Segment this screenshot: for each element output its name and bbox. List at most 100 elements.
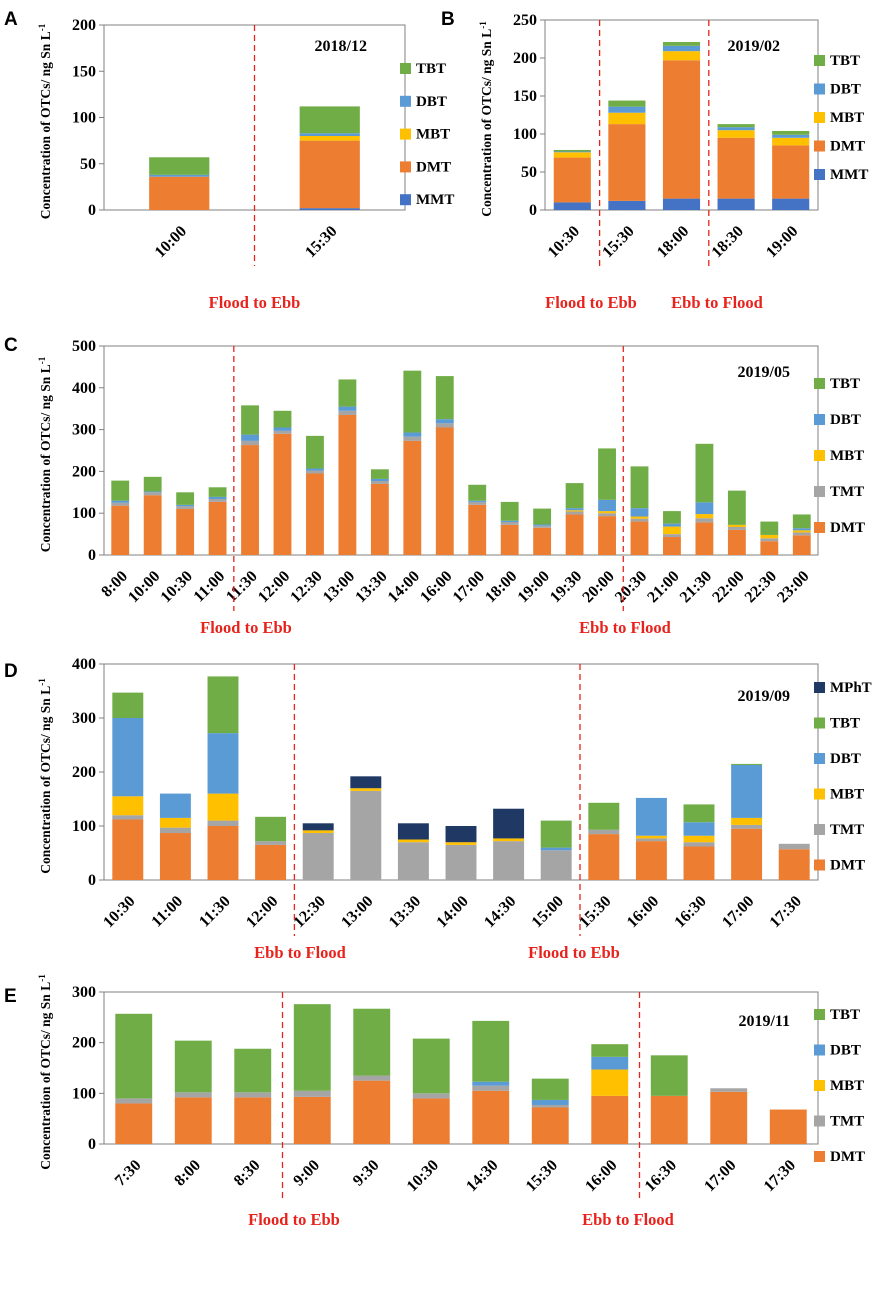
x-tick-label: 16:00 — [582, 1157, 620, 1195]
legend-swatch-tbt — [814, 378, 825, 389]
bar-segment-dbt — [630, 508, 649, 517]
y-tick-label: 200 — [72, 1035, 96, 1052]
y-axis-label: Concentration of OTCs/ ng Sn L-1 — [478, 21, 494, 217]
bar-segment-tmt — [778, 843, 810, 850]
bar-segment-tbt — [306, 435, 324, 469]
bar-segment-tbt — [299, 106, 360, 134]
bar-segment-dbt — [472, 1081, 510, 1086]
x-tick-label: 13:00 — [320, 568, 358, 606]
x-tick-label: 16:30 — [671, 893, 709, 931]
legend-label: MBT — [830, 787, 864, 803]
legend-swatch-tmt — [814, 1115, 825, 1127]
x-tick-label: 9:30 — [350, 1157, 383, 1190]
x-tick-label: 22:00 — [709, 568, 747, 606]
legend-label: TMT — [830, 1114, 864, 1130]
legend-swatch-mmt — [400, 194, 411, 206]
bar-segment-dmt — [769, 1109, 807, 1144]
bar-segment-dbt — [370, 478, 389, 482]
bar-segment-dmt — [241, 445, 259, 555]
panel-date: 2019/02 — [728, 38, 780, 55]
x-tick-label: 7:30 — [112, 1157, 145, 1190]
bar-segment-mbt — [350, 788, 382, 791]
bar-segment-tbt — [468, 484, 487, 501]
bar-segment-tbt — [533, 508, 552, 525]
bar-segment-tmt — [370, 481, 389, 484]
legend-label: DMT — [830, 139, 865, 155]
bar-segment-mbt — [731, 817, 763, 825]
bar-segment-tbt — [273, 410, 292, 428]
bar-segment-mbt — [695, 514, 714, 519]
x-tick-label: 10:30 — [158, 568, 196, 606]
legend-swatch-dmt — [400, 161, 411, 173]
y-tick-label: 100 — [72, 1085, 96, 1102]
bar-segment-tbt — [149, 157, 210, 175]
bar-segment-dbt — [531, 1099, 569, 1105]
bar-segment-dmt — [727, 529, 746, 555]
bar-segment-tbt — [630, 466, 649, 509]
legend-swatch-tbt — [814, 55, 825, 66]
bar-segment-dmt — [663, 537, 681, 555]
tide-label: Flood to Ebb — [209, 293, 301, 312]
legend-swatch-dmt — [814, 140, 825, 152]
tide-label: Flood to Ebb — [545, 293, 637, 312]
panel-e: E 0 100 200 300 Concentration of OTCs/ ng Sn … — [4, 974, 865, 1229]
bar-segment-mbt — [717, 130, 755, 138]
y-tick-label: 50 — [521, 164, 537, 181]
x-tick-label: 12:30 — [291, 893, 329, 931]
bar-segment-mbt — [635, 835, 667, 839]
bar-segment-mbt — [662, 51, 701, 61]
legend-label: MBT — [830, 1078, 864, 1094]
x-tick-label: 20:30 — [612, 568, 650, 606]
bar-segment-dmt — [710, 1091, 748, 1144]
bar-segment-dbt — [241, 434, 259, 441]
bar-segment-mbt — [565, 510, 584, 512]
legend-swatch-dmt — [814, 1151, 825, 1162]
bar-segment-mbt — [630, 516, 649, 519]
x-tick-label: 13:30 — [386, 893, 424, 931]
bar-segment-tbt — [598, 448, 616, 500]
bar-segment-dbt — [553, 151, 591, 153]
bar-segment-tmt — [350, 790, 382, 880]
legend-swatch-mpht — [814, 682, 825, 693]
panel-b: B 0 50 100 150 200 250 Concentration of OTCs/ n… — [441, 9, 868, 312]
bar-segment-dbt — [208, 496, 227, 499]
x-tick-label: 17:00 — [719, 893, 757, 931]
bar-segment-dbt — [306, 468, 324, 471]
bar-segment-dbt — [731, 764, 763, 818]
y-tick-label: 100 — [513, 126, 537, 143]
legend-label: MBT — [830, 110, 864, 126]
x-tick-label: 10:30 — [404, 1157, 442, 1195]
y-tick-label: 0 — [88, 202, 96, 219]
bar-segment-dbt — [111, 500, 130, 503]
legend-label: DBT — [830, 412, 861, 428]
x-tick-label: 15:30 — [523, 1157, 561, 1195]
x-tick-label: 21:00 — [644, 568, 682, 606]
bar-segment-dmt — [208, 501, 227, 555]
bar-segment-dbt — [717, 127, 755, 131]
x-tick-label: 10:00 — [152, 223, 190, 261]
y-tick-label: 400 — [72, 656, 96, 673]
legend-swatch-tbt — [814, 717, 825, 729]
bar-segment-dmt — [159, 833, 191, 880]
x-tick-label: 15:30 — [302, 223, 340, 261]
bar-segment-tmt — [727, 526, 746, 530]
bar-segment-tmt — [760, 538, 779, 542]
bar-segment-mbt — [553, 152, 591, 158]
bar-segment-tbt — [650, 1055, 688, 1096]
y-tick-label: 150 — [513, 88, 537, 105]
y-tick-label: 250 — [513, 12, 537, 29]
tide-label: Ebb to Flood — [579, 618, 671, 637]
bar-segment-dmt — [403, 440, 422, 555]
bar-segment-tbt — [553, 149, 591, 152]
bar-segment-dmt — [695, 522, 714, 555]
bar-segment-tmt — [207, 820, 239, 826]
bar-segment-dbt — [468, 500, 487, 502]
bar-segment-dbt — [663, 523, 681, 527]
bar-segment-dmt — [565, 514, 584, 555]
bar-segment-dmt — [778, 849, 810, 880]
x-tick-label: 15:30 — [599, 223, 637, 261]
bar-segment-dbt — [695, 502, 714, 515]
x-tick-label: 15:00 — [529, 893, 567, 931]
tide-label: Flood to Ebb — [528, 943, 620, 962]
panel-date: 2018/12 — [315, 38, 367, 55]
